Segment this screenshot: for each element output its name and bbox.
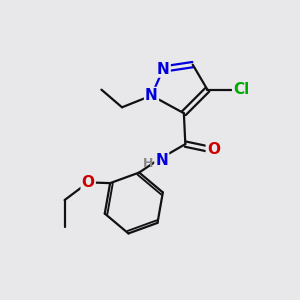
Text: N: N: [155, 153, 168, 168]
Text: H: H: [143, 157, 154, 170]
Text: N: N: [157, 61, 169, 76]
Text: O: O: [82, 175, 95, 190]
Text: O: O: [207, 142, 220, 158]
Text: N: N: [145, 88, 158, 103]
Text: Cl: Cl: [233, 82, 249, 97]
